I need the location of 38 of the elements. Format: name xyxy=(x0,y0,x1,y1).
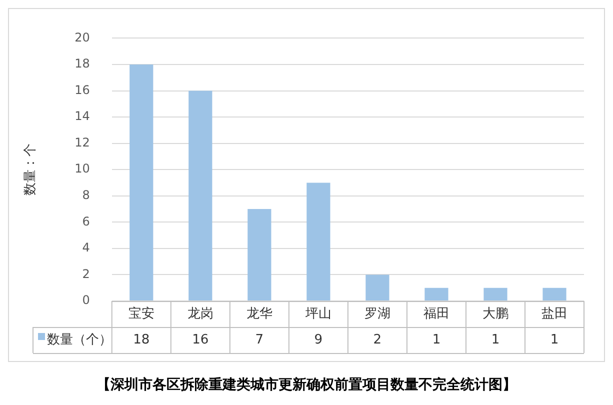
data-label: 16 xyxy=(192,332,209,348)
y-tick-label: 20 xyxy=(74,30,90,44)
x-tick-label: 龙岗 xyxy=(187,306,214,322)
x-tick-label: 福田 xyxy=(423,306,450,322)
x-tick-label: 龙华 xyxy=(246,306,272,322)
data-label: 9 xyxy=(314,332,323,348)
x-tick-label: 盐田 xyxy=(541,306,568,322)
x-tick-label: 宝安 xyxy=(128,305,154,322)
bar xyxy=(188,90,212,300)
bar xyxy=(306,182,330,300)
y-tick-label: 0 xyxy=(82,293,90,308)
y-tick-label: 12 xyxy=(74,135,90,150)
bar xyxy=(542,288,566,300)
legend-label: 数量（个） xyxy=(47,332,112,348)
y-axis-title: 数量：个 xyxy=(23,144,38,196)
y-tick-label: 2 xyxy=(82,266,90,281)
y-tick-label: 10 xyxy=(74,162,90,176)
y-tick-label: 4 xyxy=(82,240,90,255)
y-tick-label: 18 xyxy=(74,56,90,71)
y-tick-label: 14 xyxy=(74,109,90,124)
bar xyxy=(424,288,448,300)
bar xyxy=(366,274,390,300)
x-tick-label: 坪山 xyxy=(304,306,332,322)
data-label: 1 xyxy=(491,332,500,348)
bar xyxy=(484,288,508,300)
bar xyxy=(248,209,272,300)
data-label: 1 xyxy=(432,332,441,348)
y-tick-label: 8 xyxy=(82,188,90,202)
x-tick-label: 罗湖 xyxy=(364,306,390,322)
y-tick-label: 16 xyxy=(74,82,90,97)
y-tick-label: 6 xyxy=(82,214,90,228)
data-label: 2 xyxy=(373,332,382,348)
data-label: 7 xyxy=(255,332,264,348)
bar xyxy=(130,64,154,300)
data-label: 1 xyxy=(550,332,559,348)
x-tick-label: 大鹏 xyxy=(482,306,508,322)
text: 【深圳市各区拆除重建类城市更新确权前置项目数量不完全统计图】 xyxy=(96,376,518,394)
data-label: 18 xyxy=(133,332,150,348)
